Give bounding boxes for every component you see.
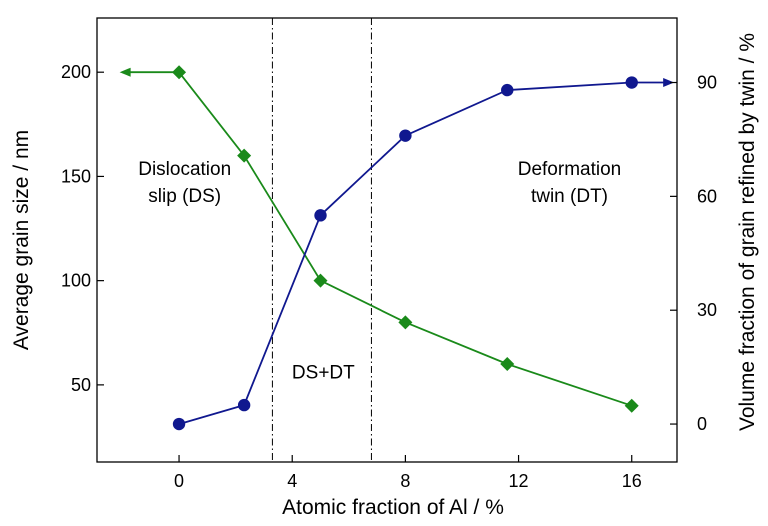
- region-label: DS+DT: [292, 362, 355, 383]
- region-label: Dislocation: [138, 159, 231, 180]
- region-dividers: [271, 18, 372, 462]
- grain-size-point: [398, 315, 413, 330]
- grain-size-point: [624, 398, 639, 413]
- x-tick-label: 8: [400, 471, 410, 491]
- grain-size-point: [172, 65, 187, 80]
- y-right-tick-label: 30: [697, 300, 717, 320]
- x-tick-label: 0: [174, 471, 184, 491]
- twin-fraction-point: [314, 209, 327, 222]
- twin-fraction-arrowhead: [663, 78, 675, 88]
- twin-fraction-point: [399, 129, 412, 142]
- grain-size-point: [500, 357, 515, 372]
- y-axis-right-title: Volume fraction of grain refined by twin…: [736, 33, 759, 431]
- y-left-tick-label: 200: [61, 62, 91, 82]
- ticks-layer: 0 4 8 12 16 50 100 150 200 0 30 60 90: [61, 62, 717, 491]
- y-right-tick-label: 60: [697, 186, 717, 206]
- grain-size-point: [237, 148, 252, 163]
- region-label: twin (DT): [531, 186, 608, 207]
- y-right-tick-label: 90: [697, 73, 717, 93]
- series-layer: [119, 65, 675, 431]
- x-tick-label: 4: [287, 471, 297, 491]
- x-tick-label: 16: [622, 471, 642, 491]
- twin-fraction-point: [237, 398, 251, 412]
- x-axis-title: Atomic fraction of Al / %: [282, 496, 504, 519]
- grain-size-line: [178, 71, 632, 407]
- region-label: slip (DS): [148, 186, 221, 207]
- y-right-tick-label: 0: [697, 414, 707, 434]
- x-tick-label: 12: [509, 471, 529, 491]
- plot-frame: [96, 17, 678, 463]
- twin-fraction-point: [625, 76, 638, 89]
- twin-fraction-line: [178, 81, 632, 425]
- grain-size-arrowhead: [119, 67, 131, 77]
- twin-fraction-point: [172, 417, 186, 431]
- twin-fraction-point: [501, 83, 514, 97]
- y-left-tick-label: 100: [61, 271, 91, 291]
- grain-size-point: [313, 273, 328, 288]
- annotations-layer: Dislocation slip (DS) DS+DT Deformation twin…: [138, 159, 621, 383]
- y-axis-left-title: Average grain size / nm: [10, 130, 33, 350]
- region-label: Deformation: [518, 159, 622, 180]
- y-left-tick-label: 150: [61, 166, 91, 186]
- y-left-tick-label: 50: [71, 375, 91, 395]
